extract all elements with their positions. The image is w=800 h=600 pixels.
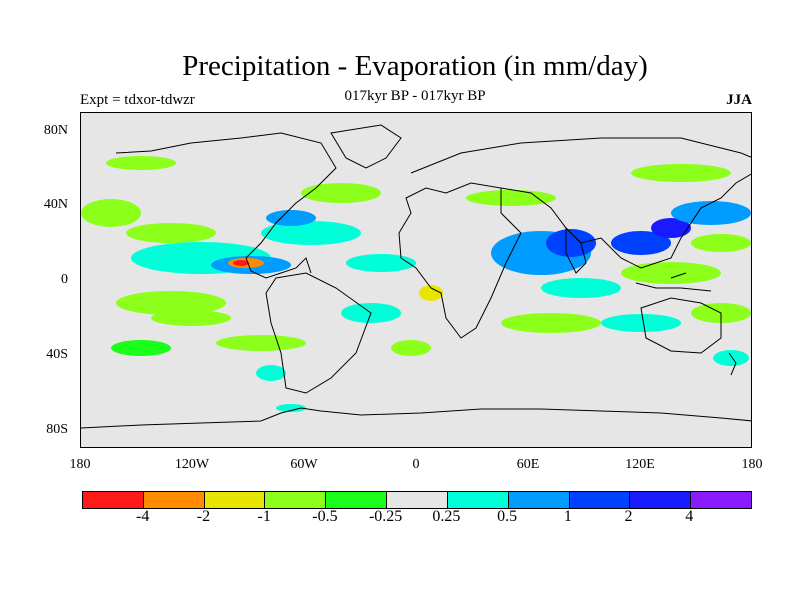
colorbar-box-5 (387, 492, 448, 508)
map-svg (81, 124, 751, 429)
anomaly-patches (81, 156, 751, 412)
season-label: JJA (726, 92, 752, 108)
colorbar-label: 0.25 (432, 508, 461, 525)
coast-australia (640, 297, 722, 354)
colorbar-label: -2 (196, 508, 211, 525)
chart-subtitle: 017kyr BP - 017kyr BP (344, 88, 486, 104)
coastlines (81, 124, 751, 429)
lon-label-60e: 60E (516, 457, 540, 472)
coast-greenland (330, 124, 402, 169)
lat-label-40n: 40N (43, 197, 68, 212)
colorbar-box-0 (83, 492, 144, 508)
coast-eurasia (410, 137, 751, 269)
colorbar-box-6 (447, 492, 509, 508)
experiment-label: Expt = tdxor-tdwzr (80, 92, 195, 108)
lon-label-180w: 180 (69, 457, 91, 472)
colorbar-box-3 (265, 492, 327, 508)
colorbar-box-9 (630, 492, 692, 508)
chart-title: Precipitation - Evaporation (in mm/day) (182, 50, 648, 82)
lat-label-80n: 80N (43, 123, 68, 138)
colorbar-box-1 (143, 492, 205, 508)
colorbar-label: 4 (685, 508, 694, 525)
colorbar-box-7 (508, 492, 570, 508)
colorbar-box-2 (204, 492, 266, 508)
lon-label-60w: 60W (290, 457, 318, 472)
coast-indonesia (635, 272, 712, 292)
colorbar (82, 491, 752, 509)
coast-antarctica (81, 407, 751, 429)
colorbar-label: 2 (624, 508, 633, 525)
colorbar-box-10 (691, 492, 751, 508)
colorbar-label: -0.25 (368, 508, 403, 525)
colorbar-label: -0.5 (312, 508, 338, 525)
lon-label-0: 0 (412, 457, 420, 472)
coast-europe-africa (398, 182, 522, 339)
map-plot-area (80, 112, 752, 448)
coast-north-america (115, 132, 337, 279)
coast-india (565, 226, 587, 274)
lon-label-120e: 120E (625, 457, 655, 472)
coast-new-zealand (728, 352, 737, 376)
colorbar-label: 0.5 (497, 508, 518, 525)
coast-south-america (265, 272, 372, 394)
lon-label-120w: 120W (174, 457, 210, 472)
colorbar-label: -4 (136, 508, 150, 525)
lat-label-40s: 40S (46, 347, 68, 362)
colorbar-label: 1 (563, 508, 572, 525)
lon-label-180e: 180 (741, 457, 763, 472)
lat-label-80s: 80S (46, 422, 68, 437)
colorbar-label: -1 (257, 508, 271, 525)
colorbar-box-8 (569, 492, 631, 508)
colorbar-box-4 (326, 492, 388, 508)
lat-label-0: 0 (61, 272, 68, 287)
